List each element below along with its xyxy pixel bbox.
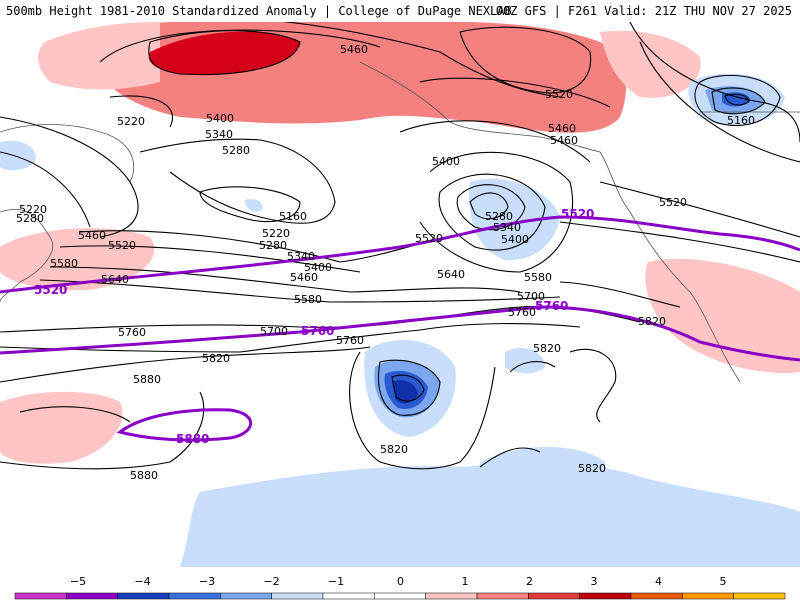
colorbar-tick-label: 1 — [462, 575, 469, 588]
contour-label: 5460 — [550, 134, 578, 147]
contour-label: 5340 — [205, 128, 233, 141]
colorbar-tick-label: 0 — [397, 575, 404, 588]
contour-label: 5520 — [659, 196, 687, 209]
header: 500mb Height 1981-2010 Standardized Anom… — [0, 0, 800, 22]
colorbar-tick-label: 5 — [720, 575, 727, 588]
colorbar-segment — [733, 592, 786, 600]
contour-label: 5580 — [294, 293, 322, 306]
colorbar: −5 −4 −3 −2 −1 0 1 2 3 4 5 — [14, 575, 786, 600]
contour-label: 5820 — [638, 315, 666, 328]
contour-label: 5760 — [118, 326, 146, 339]
contour-label: 5580 — [50, 257, 78, 270]
contour-label: 5700 — [260, 325, 288, 338]
colorbar-tick-label: 4 — [655, 575, 662, 588]
contour-label: 5160 — [279, 210, 307, 223]
climatology-label: 5880 — [176, 432, 209, 446]
colorbar-legend: −5 −4 −3 −2 −1 0 1 2 3 4 5 — [0, 567, 800, 600]
contour-label: 5640 — [101, 273, 129, 286]
contour-label: 5580 — [524, 271, 552, 284]
colorbar-segment — [14, 592, 67, 600]
contour-label: 5400 — [432, 155, 460, 168]
negative-anomaly-shading — [0, 73, 800, 567]
contour-label: 5280 — [222, 144, 250, 157]
model-run-info: 00Z GFS | F261 Valid: 21Z THU NOV 27 202… — [495, 4, 792, 18]
contour-label: 5280 — [16, 212, 44, 225]
contour-label: 5400 — [304, 261, 332, 274]
colorbar-tick-label: −1 — [328, 575, 344, 588]
contour-label: 5340 — [493, 221, 521, 234]
contour-label: 5280 — [485, 210, 513, 223]
colorbar-segment — [322, 592, 375, 600]
contour-label: 5820 — [533, 342, 561, 355]
contour-label: 5880 — [130, 469, 158, 482]
colorbar-tick-label: −4 — [134, 575, 150, 588]
contour-label: 5400 — [206, 112, 234, 125]
colorbar-segment — [476, 592, 529, 600]
contour-label: 5160 — [727, 114, 755, 127]
contour-label: 5640 — [437, 268, 465, 281]
contour-label: 5820 — [578, 462, 606, 475]
contour-label: 5460 — [290, 271, 318, 284]
contour-label: 5760 — [508, 306, 536, 319]
contour-label: 5460 — [340, 43, 368, 56]
colorbar-segment — [220, 592, 272, 600]
map-title: 500mb Height 1981-2010 Standardized Anom… — [6, 4, 512, 18]
contour-label-group: 5460 5520 5220 5400 5340 5280 5460 5460 … — [16, 43, 755, 482]
contour-label: 5520 — [545, 88, 573, 101]
colorbar-tick-label: −3 — [199, 575, 215, 588]
colorbar-segment — [682, 592, 734, 600]
climatology-contours — [0, 215, 800, 442]
colorbar-segment — [374, 592, 426, 600]
contour-label: 5280 — [259, 239, 287, 252]
contour-label: 5880 — [133, 373, 161, 386]
climatology-label: 5520 — [34, 283, 67, 297]
contour-label: 5220 — [19, 203, 47, 216]
colorbar-segment — [66, 592, 118, 600]
contour-label: 5340 — [287, 250, 315, 263]
contour-label: 5820 — [380, 443, 408, 456]
colorbar-segment — [168, 592, 221, 600]
colorbar-tick-label: 2 — [526, 575, 533, 588]
colorbar-segment — [271, 592, 324, 600]
contour-label: 5520 — [108, 239, 136, 252]
contour-label: 5760 — [336, 334, 364, 347]
contour-label: 5220 — [117, 115, 145, 128]
contour-label: 5460 — [548, 122, 576, 135]
contour-label: 5400 — [501, 233, 529, 246]
contour-label: 5820 — [202, 352, 230, 365]
contour-label: 5460 — [78, 229, 106, 242]
climatology-label: 5520 — [561, 207, 594, 221]
contour-label: 5220 — [262, 227, 290, 240]
colorbar-segment — [579, 592, 632, 600]
colorbar-tick-label: 3 — [591, 575, 598, 588]
colorbar-segment — [117, 592, 170, 600]
climatology-label: 5760 — [535, 299, 568, 313]
climatology-label-group: 5520 5520 5760 5760 5880 — [34, 207, 594, 446]
colorbar-tick-label: −2 — [263, 575, 279, 588]
climatology-label: 5760 — [301, 324, 334, 338]
coastlines — [0, 61, 800, 383]
colorbar-segment — [528, 592, 580, 600]
anomaly-map: 5460 5520 5220 5400 5340 5280 5460 5460 … — [0, 22, 800, 567]
contour-label: 5700 — [517, 290, 545, 303]
colorbar-segment — [630, 592, 683, 600]
contour-label: 5520 — [415, 232, 443, 245]
colorbar-tick-label: −5 — [70, 575, 86, 588]
colorbar-segment — [425, 592, 478, 600]
